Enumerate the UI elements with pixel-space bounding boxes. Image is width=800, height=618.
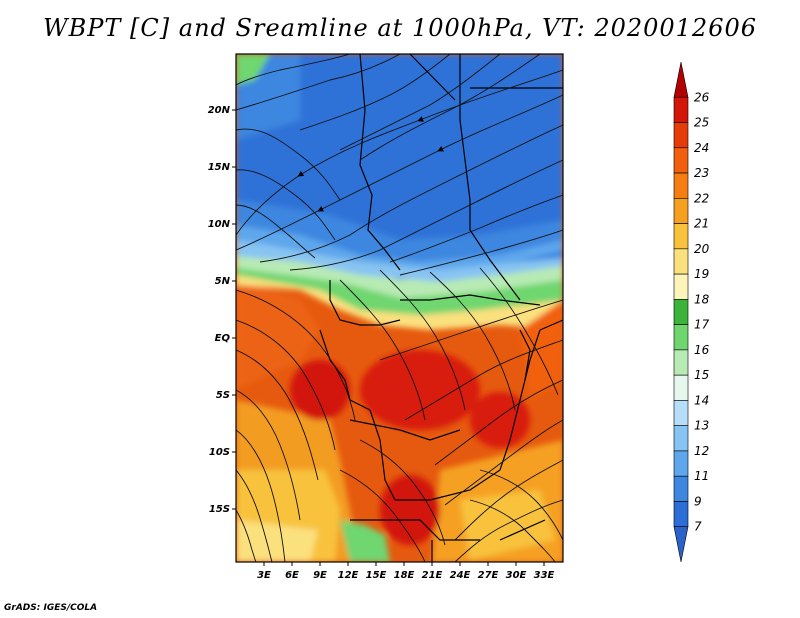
colorbar-label-16: 16 — [694, 343, 710, 357]
colorbar-label-24: 24 — [694, 141, 709, 155]
colorbar-segment-3 — [673, 147, 689, 174]
colorbar-label-14: 14 — [694, 393, 709, 407]
lon-label-27e: 27E — [478, 570, 499, 581]
lon-label-12e: 12E — [338, 570, 359, 581]
colorbar-label-21: 21 — [694, 217, 709, 231]
lon-ticks — [263, 562, 545, 566]
lon-label-21e: 21E — [422, 570, 443, 581]
colorbar-segment-15 — [673, 450, 689, 477]
lon-label-24e: 24E — [450, 570, 471, 581]
lat-label-eq: EQ — [215, 333, 231, 344]
colorbar-label-13: 13 — [694, 419, 709, 433]
map-frame — [235, 53, 564, 563]
lon-label-15e: 15E — [366, 570, 387, 581]
lat-axis: 20N 15N 10N 5N EQ 5S 10S 15S — [208, 105, 231, 515]
colorbar-segment-4 — [673, 172, 689, 199]
colorbar: 26 25 24 23 22 21 20 19 18 17 16 15 14 13 12 11 9 7 — [673, 61, 710, 563]
colorbar-label-22: 22 — [694, 191, 709, 205]
map-panel[interactable] — [236, 54, 563, 562]
lat-label-15s: 15S — [209, 504, 230, 515]
colorbar-segment-5 — [673, 198, 689, 224]
lat-ticks — [232, 109, 236, 510]
colorbar-segment-8 — [673, 273, 689, 300]
colorbar-segment-0 — [673, 61, 689, 98]
colorbar-label-26: 26 — [694, 90, 710, 104]
grads-credit: GrADS: IGES/COLA — [4, 603, 98, 613]
lon-label-6e: 6E — [285, 570, 299, 581]
colorbar-label-23: 23 — [694, 166, 709, 180]
colorbar-label-18: 18 — [694, 292, 710, 306]
lat-label-15n: 15N — [208, 162, 231, 173]
chart-title: WBPT [C] and Sreamline at 1000hPa, VT: 2… — [42, 14, 758, 42]
colorbar-segment-6 — [673, 223, 689, 250]
lat-label-5s: 5S — [216, 390, 230, 401]
lat-label-10n: 10N — [208, 219, 231, 230]
colorbar-label-12: 12 — [694, 444, 709, 458]
colorbar-segment-2 — [673, 122, 689, 149]
country-boundaries — [319, 54, 563, 562]
lon-label-33e: 33E — [534, 570, 555, 581]
colorbar-segment-13 — [673, 400, 689, 426]
colorbar-label-20: 20 — [694, 242, 710, 256]
colorbar-label-7: 7 — [694, 520, 702, 534]
lon-label-3e: 3E — [257, 570, 271, 581]
colorbar-label-11: 11 — [694, 469, 709, 483]
colorbar-segment-11 — [673, 349, 689, 376]
lat-label-20n: 20N — [208, 105, 231, 116]
colorbar-label-25: 25 — [694, 116, 709, 130]
colorbar-segment-16 — [673, 475, 689, 502]
colorbar-label-19: 19 — [694, 267, 709, 281]
colorbar-label-17: 17 — [694, 318, 710, 332]
colorbar-segment-1 — [673, 96, 689, 123]
lat-label-5n: 5N — [215, 276, 231, 287]
colorbar-segment-10 — [673, 324, 689, 351]
colorbar-label-15: 15 — [694, 368, 709, 382]
colorbar-label-9: 9 — [694, 494, 702, 508]
lon-label-30e: 30E — [506, 570, 527, 581]
wbpt-shading — [236, 54, 563, 562]
colorbar-segment-9 — [673, 299, 689, 325]
streamlines — [236, 54, 563, 562]
colorbar-segment-18 — [673, 526, 689, 563]
lat-label-10s: 10S — [209, 447, 230, 458]
lon-axis: 3E 6E 9E 12E 15E 18E 21E 24E 27E 30E 33E — [257, 570, 554, 581]
colorbar-segment-12 — [673, 374, 689, 401]
lon-label-9e: 9E — [313, 570, 327, 581]
colorbar-segment-14 — [673, 425, 689, 452]
colorbar-segment-7 — [673, 248, 689, 275]
colorbar-segment-17 — [673, 501, 689, 528]
lon-label-18e: 18E — [394, 570, 415, 581]
